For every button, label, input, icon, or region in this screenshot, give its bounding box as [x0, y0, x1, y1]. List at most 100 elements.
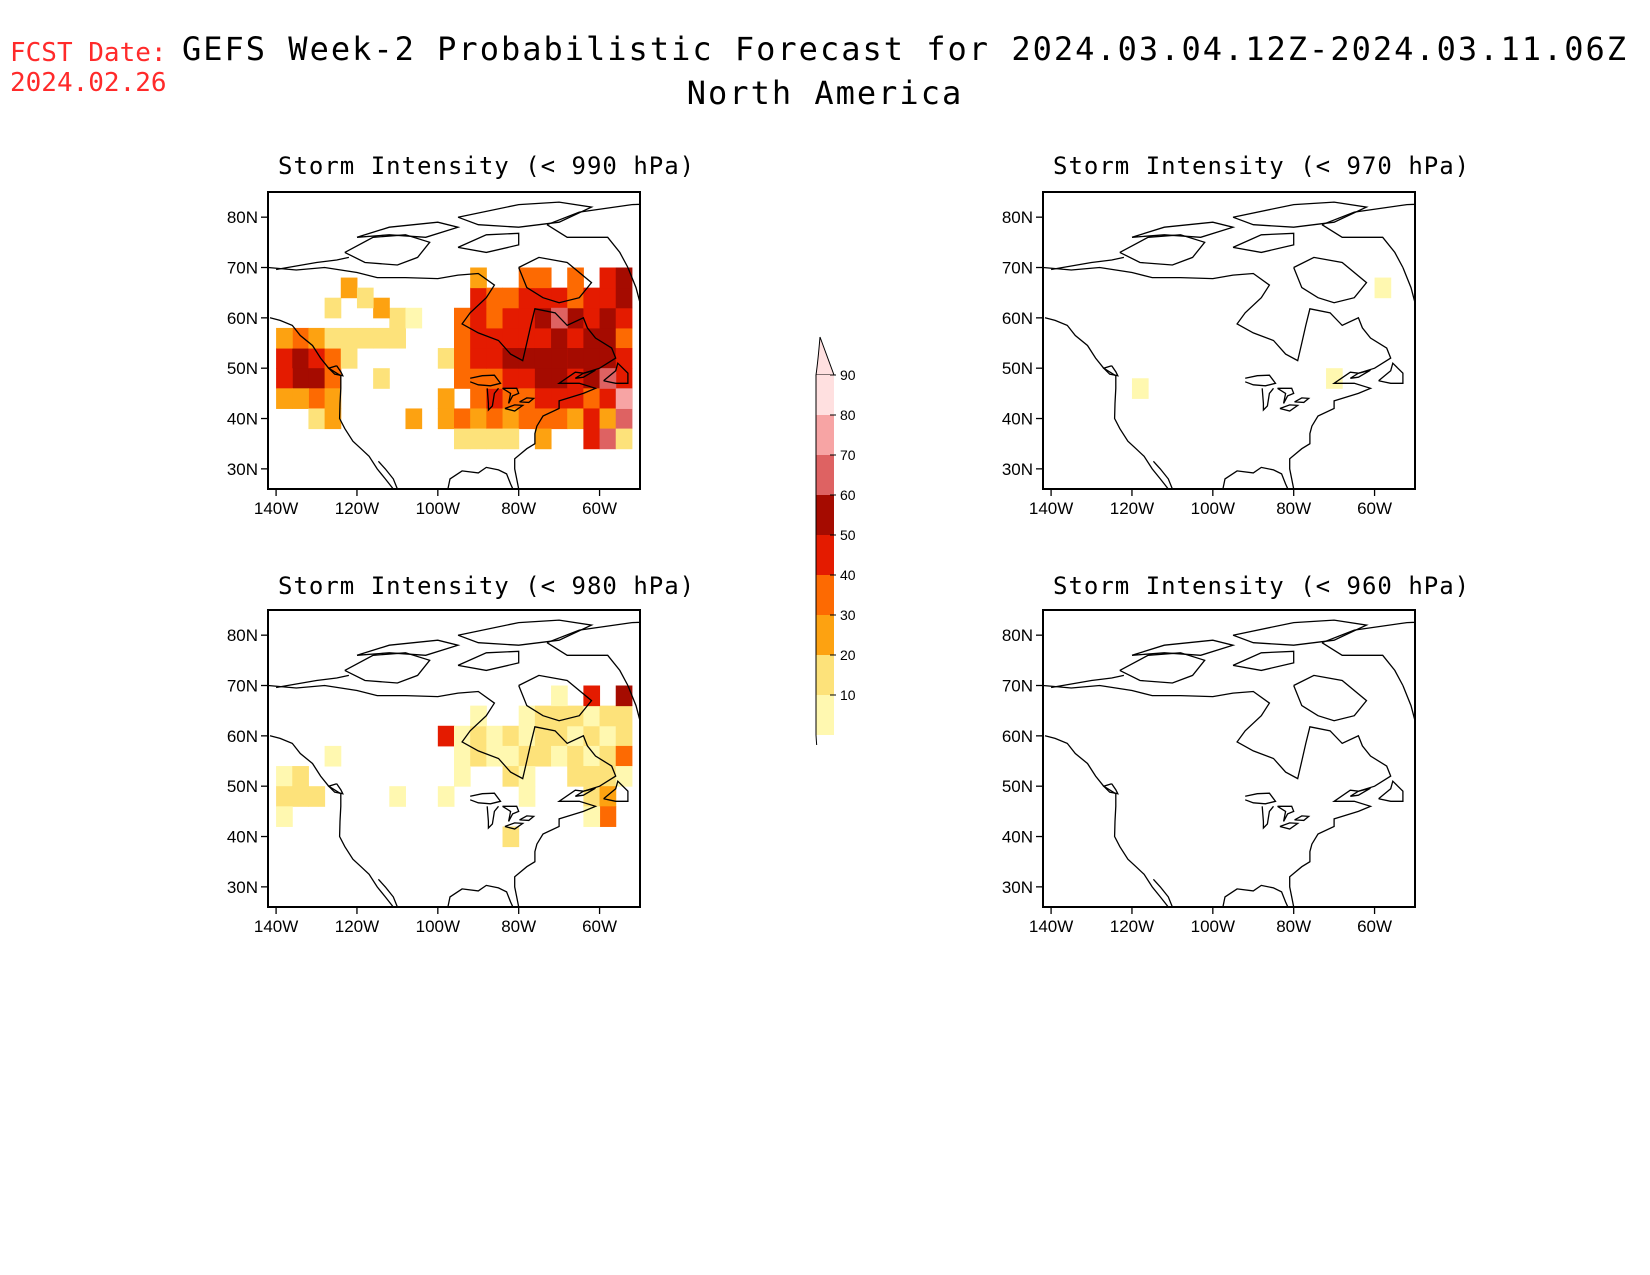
probability-cell — [502, 428, 520, 450]
probability-cell — [502, 826, 520, 848]
probability-cell — [583, 408, 601, 430]
probability-cell — [486, 307, 504, 329]
probability-cell — [276, 806, 293, 827]
coastline-segment — [627, 267, 640, 304]
probability-cell — [534, 348, 552, 369]
lat-tick-label: 50N — [227, 359, 258, 378]
probability-cell — [292, 388, 309, 409]
probability-cell — [583, 348, 601, 369]
probability-cell — [583, 745, 601, 767]
probability-cell — [276, 766, 293, 787]
coastline-segment — [1321, 203, 1415, 226]
probability-cell — [583, 766, 601, 787]
lon-tick-label: 140W — [1029, 917, 1073, 936]
map-frame — [1042, 191, 1416, 490]
coastline-segment — [574, 369, 596, 379]
lon-tick-label: 120W — [1110, 917, 1154, 936]
coastline-segment — [377, 878, 399, 907]
colorbar-swatch — [816, 655, 834, 695]
coastline-segment — [1402, 685, 1415, 722]
probability-cell — [551, 705, 568, 727]
probability-cell — [615, 745, 633, 767]
colorbar-lower-extension — [815, 734, 818, 745]
probability-cell — [486, 745, 504, 767]
lat-tick-label: 70N — [1002, 259, 1033, 278]
lon-tick-label: 100W — [1191, 917, 1235, 936]
probability-cell — [389, 786, 406, 807]
coastline-segment — [518, 674, 593, 722]
probability-cell — [437, 786, 455, 807]
probability-cell — [567, 267, 584, 289]
coastline-segment — [1131, 639, 1236, 656]
colorbar-tick-label: 20 — [840, 647, 856, 663]
coastline — [1043, 619, 1415, 907]
probability-cell — [324, 388, 342, 409]
probability-cell — [486, 428, 504, 450]
coastline — [1043, 201, 1415, 489]
coastline-segment — [1043, 266, 1392, 489]
colorbar-swatch — [816, 615, 834, 655]
probability-field — [276, 267, 633, 450]
map-panel-960: 30N 40N 50N 60N 70N 80N 140W 120W 100W 80W 60W — [1002, 609, 1416, 936]
coastline-segment — [268, 684, 617, 907]
coastline-segment — [457, 650, 520, 672]
lon-tick-label: 60W — [582, 499, 617, 518]
colorbar-tick-label: 90 — [840, 367, 856, 383]
probability-cell — [599, 786, 617, 807]
lat-tick-label: 80N — [1002, 208, 1033, 227]
probability-cell — [534, 267, 552, 289]
lon-tick-label: 60W — [1357, 499, 1392, 518]
probability-cell — [437, 348, 455, 369]
coastline-segment — [1119, 234, 1206, 266]
probability-cell — [534, 725, 552, 747]
coastline-segment — [1293, 674, 1368, 722]
probability-cell — [583, 786, 601, 807]
probability-cell — [599, 267, 617, 289]
probability-cell — [292, 786, 309, 807]
lon-tick-label: 120W — [1110, 499, 1154, 518]
probability-cell — [502, 745, 520, 767]
probability-cell — [615, 725, 633, 747]
lat-tick-label: 50N — [1002, 777, 1033, 796]
colorbar-swatch — [816, 495, 834, 535]
coastline-segment — [344, 234, 431, 266]
colorbar-swatch — [816, 375, 834, 415]
coastline-segment — [457, 201, 594, 228]
lat-tick-label: 50N — [227, 777, 258, 796]
probability-cell — [470, 307, 487, 329]
coastline-segment — [1050, 674, 1125, 689]
probability-cell — [454, 348, 471, 369]
coastline-segment — [1043, 684, 1392, 907]
page-title-line1: GEFS Week-2 Probabilistic Forecast for 2… — [181, 30, 1629, 68]
lat-tick-label: 60N — [1002, 309, 1033, 328]
lon-tick-label: 140W — [254, 499, 298, 518]
probability-cell — [502, 368, 520, 389]
coastline-segment — [1119, 652, 1206, 684]
probability-cell — [599, 388, 617, 409]
probability-cell — [599, 408, 617, 430]
coastline-segment — [1152, 460, 1174, 489]
coastline-segment — [344, 652, 431, 684]
lat-tick-label: 60N — [227, 309, 258, 328]
coastline-segment — [1232, 232, 1295, 254]
coastline-segment — [1131, 221, 1236, 238]
probability-cell — [373, 327, 390, 349]
colorbar-swatch — [816, 695, 834, 735]
probability-cell — [518, 408, 536, 430]
probability-cell — [470, 388, 487, 409]
coastline-segment — [1378, 361, 1404, 384]
probability-cell — [583, 428, 601, 450]
colorbar-swatch — [816, 415, 834, 455]
lat-tick-label: 70N — [1002, 677, 1033, 696]
probability-cell — [583, 725, 601, 747]
lat-tick-label: 80N — [227, 208, 258, 227]
probability-cell — [583, 368, 601, 389]
probability-cell — [534, 745, 552, 767]
probability-cell — [599, 287, 617, 309]
lon-tick-label: 80W — [501, 499, 536, 518]
coastline-segment — [1232, 619, 1369, 646]
panel-title-960: Storm Intensity (< 960 hPa) — [1053, 572, 1471, 600]
probability-cell — [551, 408, 568, 430]
probability-cell — [502, 348, 520, 369]
probability-cell — [437, 388, 455, 409]
